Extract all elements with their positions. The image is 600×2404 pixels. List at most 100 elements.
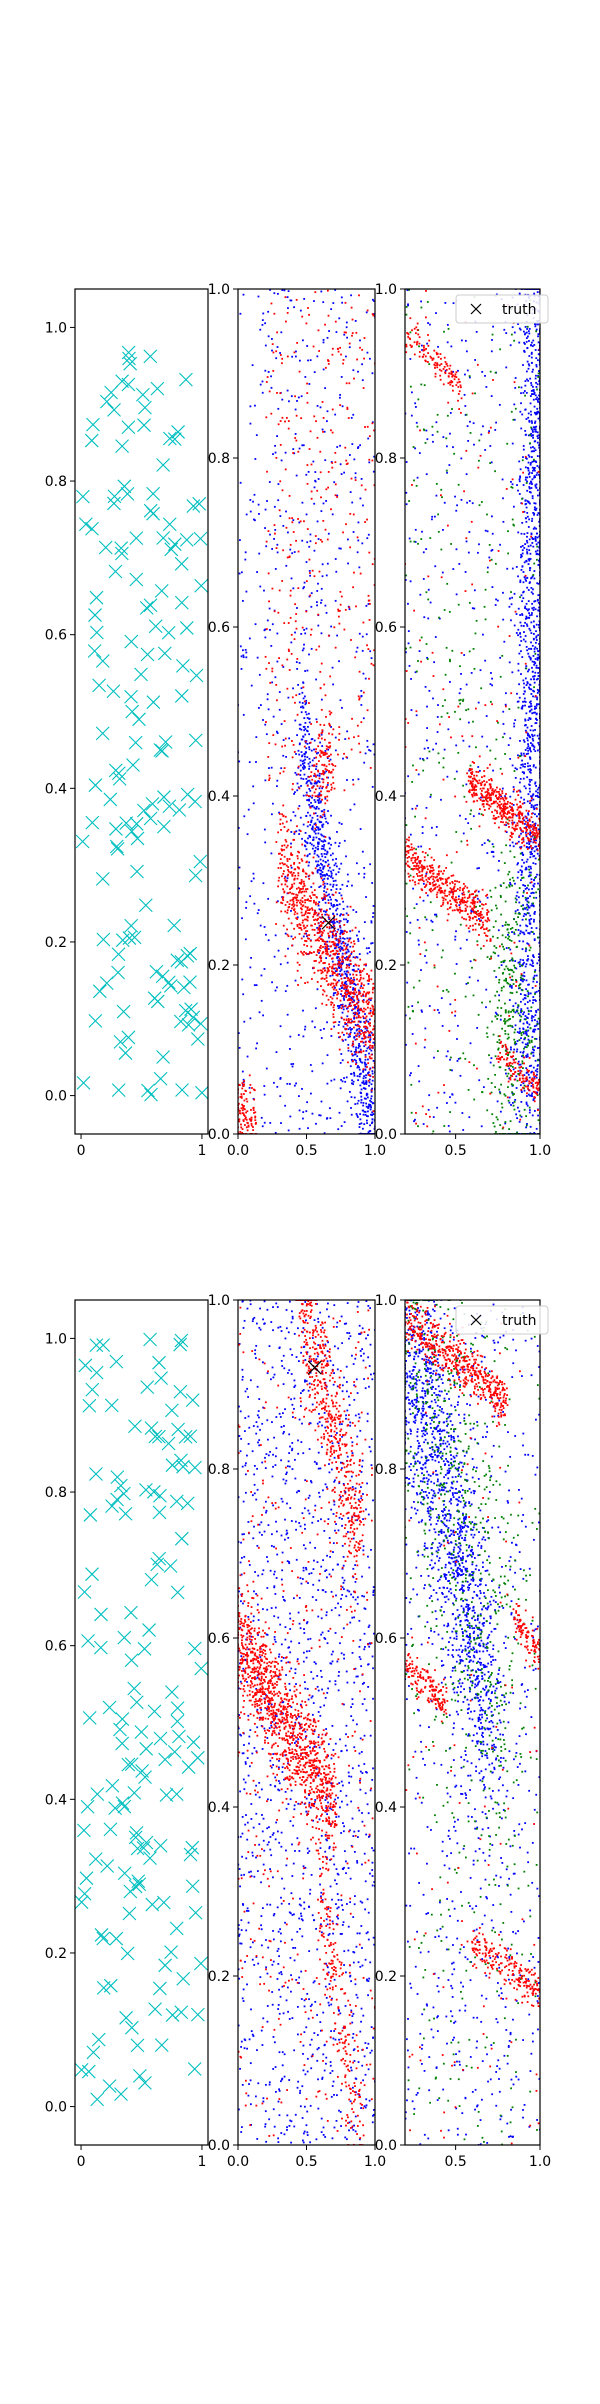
scatter-point [326,796,328,798]
scatter-point [253,878,255,880]
scatter-point [285,904,287,906]
scatter-point [268,572,270,574]
scatter-point [352,1043,354,1045]
scatter-point [308,795,310,797]
scatter-point [321,897,323,899]
scatter-point [308,878,310,880]
scatter-point [323,684,325,686]
scatter-point [264,926,266,928]
scatter-point [278,423,280,425]
scatter-point [330,844,332,846]
scatter-point [314,799,316,801]
scatter-point [531,1092,533,1094]
scatter-point [119,1047,132,1060]
scatter-point [528,600,530,602]
scatter-point [367,746,369,748]
scatter-point [316,915,318,917]
scatter-point [521,625,523,627]
scatter-point [345,609,347,611]
scatter-point [529,378,531,380]
scatter-point [328,899,330,901]
scatter-point [364,921,366,923]
scatter-point [326,786,328,788]
scatter-point [293,531,295,533]
scatter-point [317,437,319,439]
scatter-point [361,995,363,997]
scatter-point [320,816,322,818]
scatter-point [321,699,323,701]
scatter-point [368,978,370,980]
scatter-point [344,738,346,740]
scatter-point [348,382,350,384]
scatter-point [310,952,312,954]
scatter-point [265,545,267,547]
scatter-point [157,820,170,833]
scatter-point [318,913,320,915]
scatter-point [524,430,526,432]
scatter-point [371,1121,373,1123]
scatter-point [313,914,315,916]
scatter-point [322,899,324,901]
scatter-point [530,411,532,413]
scatter-point [304,632,306,634]
scatter-point [300,951,302,953]
scatter-point [530,918,532,920]
scatter-point [363,692,365,694]
scatter-point [315,912,317,914]
scatter-point [357,647,359,649]
scatter-point [329,896,331,898]
scatter-point [351,1114,353,1116]
scatter-point [372,987,374,989]
scatter-point [272,370,274,372]
scatter-point [367,953,369,955]
scatter-point [358,695,360,697]
scatter-point [318,905,320,907]
scatter-point [325,861,327,863]
scatter-point [318,329,320,331]
scatter-point [255,1123,257,1125]
scatter-point [322,575,324,577]
scatter-point [104,793,117,806]
scatter-point [339,347,341,349]
scatter-point [519,581,521,583]
scatter-point [332,782,334,784]
scatter-point [345,981,347,983]
scatter-point [517,629,519,631]
scatter-point [284,884,286,886]
scatter-point [291,945,293,947]
scatter-point [329,926,331,928]
scatter-point [313,839,315,841]
scatter-point [356,1067,358,1069]
scatter-point [371,997,373,999]
scatter-point [536,487,538,489]
scatter-point [358,991,360,993]
scatter-point [328,963,330,965]
scatter-point [292,886,294,888]
scatter-point [350,809,352,811]
scatter-point [157,1050,170,1063]
scatter-point [277,831,279,833]
scatter-point [355,1051,357,1053]
scatter-point [310,775,312,777]
scatter-point [311,1070,313,1072]
scatter-point [265,668,267,670]
scatter-point [339,936,341,938]
scatter-point [275,357,277,359]
scatter-point [322,429,324,431]
scatter-point [523,484,525,486]
scatter-point [359,751,361,753]
scatter-point [300,770,302,772]
scatter-point [301,891,303,893]
scatter-point [133,713,146,726]
scatter-point [333,1026,335,1028]
scatter-point [336,831,338,833]
scatter-point [321,632,323,634]
scatter-point [311,797,313,799]
x-tick-label: 0.0 [227,1143,249,1159]
scatter-point [360,1033,362,1035]
scatter-point [301,912,303,914]
scatter-point [247,1129,249,1131]
scatter-point [367,310,369,312]
scatter-point [358,1045,360,1047]
scatter-point [312,929,314,931]
